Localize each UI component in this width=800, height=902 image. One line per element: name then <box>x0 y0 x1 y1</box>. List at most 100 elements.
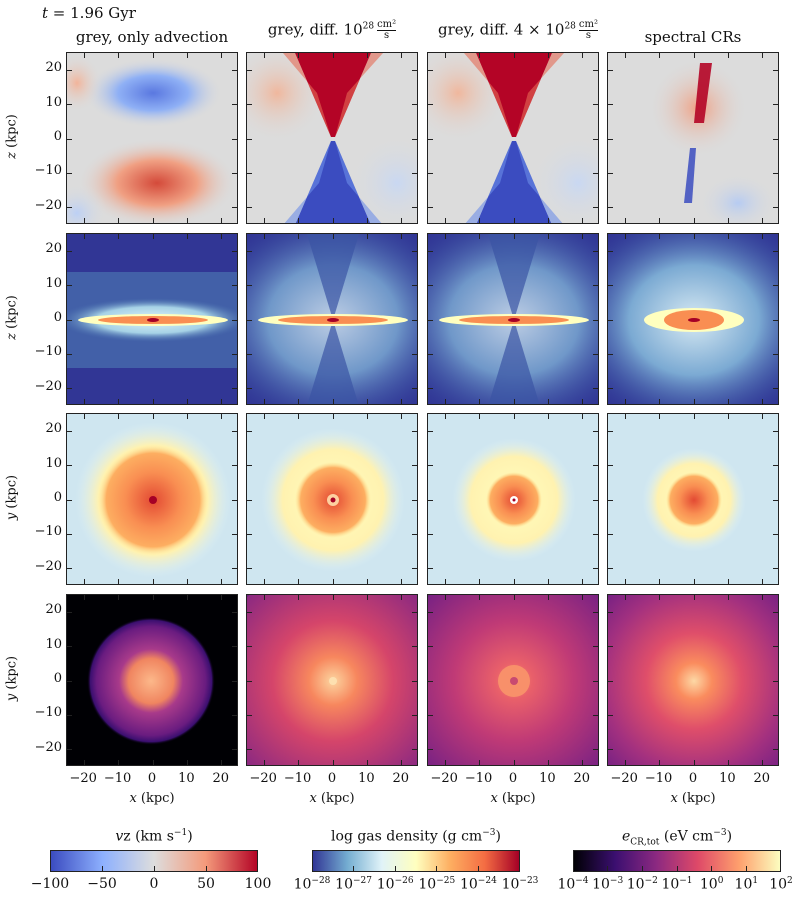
x-tick-mark <box>547 399 549 404</box>
x-tick-mark <box>693 399 695 404</box>
y-tick-mark <box>232 499 237 501</box>
x-tick-mark <box>513 234 515 239</box>
x-tick-mark <box>401 399 403 404</box>
y-tick-mark <box>608 285 613 287</box>
y-tick-mark <box>412 250 417 252</box>
y-tick-mark <box>67 285 72 287</box>
y-tick-mark <box>428 285 433 287</box>
y-axis-label: z (kpc) <box>4 114 20 159</box>
x-tick-mark <box>366 53 368 58</box>
y-tick-mark <box>247 250 252 252</box>
y-tick-mark <box>593 430 598 432</box>
x-tick-mark <box>401 595 403 600</box>
x-tick-mark <box>366 760 368 765</box>
x-tick-mark <box>582 234 584 239</box>
x-tick-mark <box>693 53 695 58</box>
y-tick-label: −10 <box>34 705 62 721</box>
x-tick-mark <box>332 760 334 765</box>
x-tick-mark <box>298 760 300 765</box>
colorbar-tick-mark <box>607 866 609 871</box>
panel-r2-c3 <box>427 233 599 405</box>
x-tick-mark <box>263 579 265 584</box>
y-tick-mark <box>773 499 778 501</box>
y-tick-label: 10 <box>45 94 62 110</box>
time-label: t = 1.96 Gyr <box>42 4 136 22</box>
x-tick-label: −10 <box>644 771 673 786</box>
y-tick-mark <box>428 680 433 682</box>
y-tick-mark <box>67 430 72 432</box>
x-tick-mark <box>727 760 729 765</box>
y-tick-mark <box>593 465 598 467</box>
x-tick-mark <box>186 399 188 404</box>
y-tick-mark <box>412 611 417 613</box>
x-tick-mark <box>263 399 265 404</box>
colorbar-tick-label: 102 <box>769 876 793 893</box>
x-tick-mark <box>547 414 549 419</box>
y-tick-mark <box>608 749 613 751</box>
x-tick-mark <box>221 595 223 600</box>
panel-r2-c1 <box>66 233 238 405</box>
y-tick-mark <box>608 172 613 174</box>
panel-r3-c3 <box>427 413 599 585</box>
x-tick-mark <box>547 760 549 765</box>
y-tick-mark <box>67 138 72 140</box>
colorbar-ecr <box>573 850 781 872</box>
y-tick-mark <box>67 646 72 648</box>
colorbar-tick-label: 0 <box>149 876 159 892</box>
x-tick-mark <box>513 760 515 765</box>
x-tick-mark <box>624 234 626 239</box>
y-tick-mark <box>247 285 252 287</box>
panel-r1-c2 <box>246 52 418 224</box>
colorbar-tick-mark <box>353 866 355 871</box>
x-tick-mark <box>479 218 481 223</box>
x-tick-mark <box>152 218 154 223</box>
y-tick-mark <box>608 465 613 467</box>
x-tick-mark <box>624 760 626 765</box>
panel-r3-c1 <box>66 413 238 585</box>
x-tick-mark <box>693 218 695 223</box>
y-tick-mark <box>247 499 252 501</box>
x-tick-label: 10 <box>358 771 375 786</box>
x-tick-mark <box>186 218 188 223</box>
x-tick-mark <box>118 760 120 765</box>
y-tick-mark <box>773 646 778 648</box>
y-tick-mark <box>608 388 613 390</box>
x-tick-mark <box>762 595 764 600</box>
y-tick-mark <box>608 611 613 613</box>
x-tick-mark <box>332 595 334 600</box>
x-tick-mark <box>659 595 661 600</box>
x-tick-mark <box>624 218 626 223</box>
x-tick-mark <box>727 414 729 419</box>
colorbar-tick-label: 10−25 <box>418 876 456 893</box>
y-tick-mark <box>412 319 417 321</box>
x-tick-mark <box>366 234 368 239</box>
y-tick-mark <box>247 207 252 209</box>
x-tick-mark <box>152 595 154 600</box>
heatmap-image-r1-c3 <box>428 53 598 223</box>
x-axis-label: x (kpc) <box>490 791 536 806</box>
colorbar-density <box>312 850 520 872</box>
x-axis-label: x (kpc) <box>129 791 175 806</box>
panel-r3-c4 <box>607 413 779 585</box>
x-tick-mark <box>444 595 446 600</box>
y-tick-mark <box>232 430 237 432</box>
y-tick-mark <box>608 138 613 140</box>
x-tick-mark <box>221 234 223 239</box>
colorbar-tick-mark <box>101 866 103 871</box>
y-tick-mark <box>773 250 778 252</box>
y-axis-label: y (kpc) <box>4 474 20 521</box>
column-title-2: grey, diff. 1028 cm² s <box>267 19 397 41</box>
y-tick-mark <box>67 388 72 390</box>
y-tick-label: 0 <box>53 490 62 505</box>
x-tick-mark <box>624 579 626 584</box>
colorbar-tick-label: 10−28 <box>293 876 331 893</box>
y-tick-mark <box>428 353 433 355</box>
heatmap-image-r2-c4 <box>608 234 778 404</box>
y-tick-mark <box>247 104 252 106</box>
colorbar-tick-mark <box>205 866 207 871</box>
y-tick-mark <box>232 353 237 355</box>
x-tick-label: 0 <box>147 771 157 786</box>
x-tick-mark <box>221 218 223 223</box>
x-tick-mark <box>263 218 265 223</box>
y-tick-mark <box>247 568 252 570</box>
